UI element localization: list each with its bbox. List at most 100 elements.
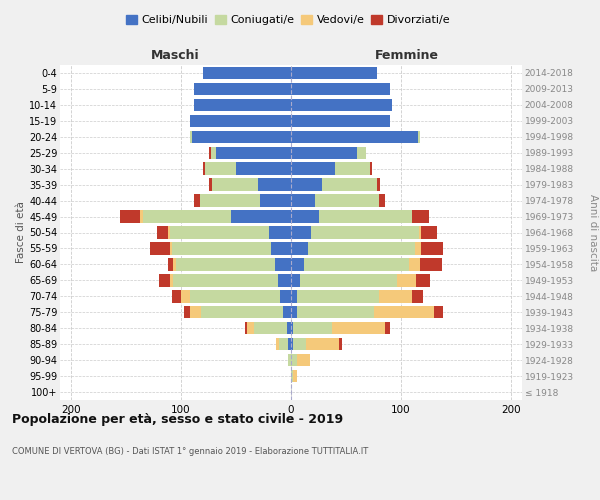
Bar — [434, 306, 443, 318]
Bar — [173, 274, 278, 286]
Y-axis label: Fasce di età: Fasce di età — [16, 202, 26, 264]
Bar — [332, 322, 385, 334]
Bar — [409, 258, 420, 270]
Bar — [291, 322, 293, 334]
Bar — [279, 338, 288, 350]
Bar — [203, 67, 291, 79]
Bar — [420, 258, 442, 270]
Text: COMUNE DI VERTOVA (BG) - Dati ISTAT 1° gennaio 2019 - Elaborazione TUTTITALIA.IT: COMUNE DI VERTOVA (BG) - Dati ISTAT 1° g… — [12, 448, 368, 456]
Bar — [287, 322, 291, 334]
Bar — [247, 322, 254, 334]
Bar — [159, 274, 170, 286]
Bar — [319, 210, 412, 223]
Bar — [216, 146, 291, 159]
Bar — [143, 210, 230, 223]
Bar — [157, 226, 168, 238]
Bar — [194, 82, 291, 95]
Bar — [296, 290, 379, 302]
Bar — [412, 210, 428, 223]
Bar — [275, 338, 279, 350]
Bar — [291, 242, 308, 254]
Bar — [291, 130, 418, 143]
Bar — [254, 322, 287, 334]
Bar — [315, 194, 379, 207]
Bar — [209, 178, 212, 191]
Bar — [291, 98, 392, 111]
Bar — [416, 274, 430, 286]
Bar — [168, 258, 173, 270]
Bar — [291, 258, 304, 270]
Bar — [291, 67, 377, 79]
Legend: Celibi/Nubili, Coniugati/e, Vedovi/e, Divorziati/e: Celibi/Nubili, Coniugati/e, Vedovi/e, Di… — [121, 10, 455, 30]
Bar — [176, 258, 275, 270]
Bar — [212, 178, 258, 191]
Bar — [168, 226, 170, 238]
Bar — [357, 146, 366, 159]
Bar — [379, 194, 385, 207]
Bar — [415, 242, 421, 254]
Bar — [236, 162, 291, 175]
Bar — [311, 226, 419, 238]
Bar — [200, 194, 260, 207]
Bar — [150, 242, 170, 254]
Bar — [293, 370, 296, 382]
Bar — [190, 306, 201, 318]
Bar — [291, 354, 296, 366]
Bar — [291, 290, 296, 302]
Bar — [190, 130, 192, 143]
Bar — [340, 338, 341, 350]
Bar — [194, 98, 291, 111]
Bar — [291, 274, 300, 286]
Bar — [291, 370, 293, 382]
Bar — [291, 226, 311, 238]
Bar — [201, 306, 283, 318]
Bar — [291, 162, 335, 175]
Bar — [121, 210, 140, 223]
Bar — [322, 178, 377, 191]
Bar — [172, 242, 271, 254]
Bar — [421, 226, 437, 238]
Bar — [170, 274, 173, 286]
Bar — [140, 210, 143, 223]
Bar — [184, 306, 190, 318]
Bar — [258, 178, 291, 191]
Bar — [418, 130, 420, 143]
Bar — [170, 242, 172, 254]
Bar — [181, 290, 190, 302]
Bar — [269, 226, 291, 238]
Bar — [190, 114, 291, 127]
Bar — [291, 82, 390, 95]
Bar — [291, 194, 315, 207]
Text: Popolazione per età, sesso e stato civile - 2019: Popolazione per età, sesso e stato civil… — [12, 412, 343, 426]
Bar — [190, 290, 280, 302]
Bar — [379, 290, 412, 302]
Bar — [192, 130, 291, 143]
Bar — [288, 354, 291, 366]
Bar — [304, 258, 409, 270]
Bar — [300, 274, 397, 286]
Bar — [245, 322, 247, 334]
Bar — [293, 322, 332, 334]
Bar — [205, 162, 236, 175]
Bar — [291, 338, 293, 350]
Bar — [291, 210, 319, 223]
Bar — [419, 226, 421, 238]
Bar — [260, 194, 291, 207]
Bar — [283, 306, 291, 318]
Text: Femmine: Femmine — [374, 48, 439, 62]
Bar — [291, 146, 357, 159]
Bar — [335, 162, 370, 175]
Bar — [373, 306, 434, 318]
Bar — [421, 242, 443, 254]
Bar — [271, 242, 291, 254]
Y-axis label: Anni di nascita: Anni di nascita — [588, 194, 598, 271]
Bar — [291, 178, 322, 191]
Bar — [203, 162, 205, 175]
Bar — [385, 322, 390, 334]
Bar — [291, 306, 296, 318]
Text: Maschi: Maschi — [151, 48, 200, 62]
Bar — [296, 306, 373, 318]
Bar — [230, 210, 291, 223]
Bar — [278, 274, 291, 286]
Bar — [275, 258, 291, 270]
